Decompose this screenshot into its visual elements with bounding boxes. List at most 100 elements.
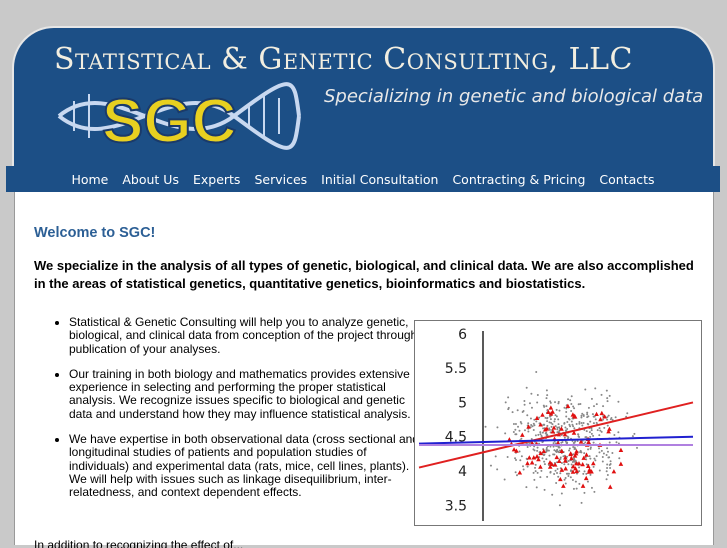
y-tick-label: 5 <box>458 395 467 411</box>
data-point <box>504 432 506 434</box>
data-point-highlight <box>563 466 568 470</box>
data-point <box>583 415 585 417</box>
data-point <box>580 451 582 453</box>
data-point <box>581 502 583 504</box>
data-point <box>589 474 591 476</box>
data-point <box>589 421 591 423</box>
data-point <box>512 411 514 413</box>
data-point <box>553 420 555 422</box>
nav-initial-consultation[interactable]: Initial Consultation <box>314 172 445 187</box>
data-point <box>606 464 608 466</box>
data-point <box>606 416 608 418</box>
data-point <box>558 446 560 448</box>
data-point <box>536 450 538 452</box>
data-point <box>603 453 605 455</box>
data-point <box>526 387 528 389</box>
data-point <box>534 449 536 451</box>
data-point <box>540 433 542 435</box>
data-point <box>581 424 583 426</box>
data-point <box>535 420 537 422</box>
data-point <box>610 418 612 420</box>
data-point <box>569 399 571 401</box>
data-point <box>556 449 558 451</box>
data-point <box>573 407 575 409</box>
data-point <box>546 397 548 399</box>
data-point <box>607 400 609 402</box>
data-point-highlight <box>591 461 596 465</box>
data-point <box>636 447 638 449</box>
nav-experts[interactable]: Experts <box>186 172 247 187</box>
data-point <box>559 504 561 506</box>
data-point <box>515 423 517 425</box>
data-point <box>594 387 596 389</box>
data-point-highlight <box>530 460 535 464</box>
sgc-logo[interactable]: SGC <box>54 76 304 160</box>
data-point <box>589 436 591 438</box>
data-point <box>610 463 612 465</box>
data-point <box>566 428 568 430</box>
data-point <box>575 481 577 483</box>
data-point <box>583 492 585 494</box>
data-point <box>585 473 587 475</box>
data-point <box>596 403 598 405</box>
data-point <box>555 470 557 472</box>
data-point <box>599 430 601 432</box>
data-point <box>578 403 580 405</box>
data-point <box>570 410 572 412</box>
site-title: Statistical & Genetic Consulting, LLC <box>54 42 633 77</box>
data-point <box>537 447 539 449</box>
nav-services[interactable]: Services <box>247 172 314 187</box>
data-point <box>514 429 516 431</box>
data-point <box>587 415 589 417</box>
data-point <box>578 466 580 468</box>
data-point <box>505 401 507 403</box>
intro-paragraph: We specialize in the analysis of all typ… <box>34 257 706 293</box>
data-point <box>602 461 604 463</box>
nav-contacts[interactable]: Contacts <box>592 172 661 187</box>
data-point <box>591 433 593 435</box>
data-point-highlight <box>525 461 530 465</box>
data-point <box>539 476 541 478</box>
data-point <box>564 437 566 439</box>
list-item: Our training in both biology and mathema… <box>69 368 419 421</box>
data-point <box>558 401 560 403</box>
data-point <box>592 435 594 437</box>
data-point <box>580 415 582 417</box>
data-point <box>530 393 532 395</box>
data-point <box>573 442 575 444</box>
data-point-highlight <box>554 455 559 459</box>
data-point <box>593 491 595 493</box>
data-point <box>565 477 567 479</box>
data-point <box>555 425 557 427</box>
data-point <box>527 422 529 424</box>
data-point <box>593 442 595 444</box>
data-point <box>578 421 580 423</box>
data-point <box>527 446 529 448</box>
data-point <box>546 425 548 427</box>
data-point <box>531 407 533 409</box>
data-point <box>549 421 551 423</box>
data-point <box>599 470 601 472</box>
data-point <box>579 403 581 405</box>
nav-home[interactable]: Home <box>64 172 115 187</box>
data-point <box>519 450 521 452</box>
data-point <box>522 465 524 467</box>
nav-contracting-pricing[interactable]: Contracting & Pricing <box>445 172 592 187</box>
data-point <box>540 470 542 472</box>
data-point <box>576 488 578 490</box>
data-point <box>556 409 558 411</box>
data-point <box>590 446 592 448</box>
data-point <box>520 438 522 440</box>
data-point <box>557 468 559 470</box>
data-point <box>584 470 586 472</box>
data-point <box>534 467 536 469</box>
data-point <box>606 478 608 480</box>
data-point <box>542 427 544 429</box>
data-point <box>551 426 553 428</box>
data-point <box>565 411 567 413</box>
nav-about-us[interactable]: About Us <box>115 172 186 187</box>
data-point <box>490 465 492 467</box>
data-point <box>606 470 608 472</box>
data-point-highlight <box>612 469 617 473</box>
data-point <box>537 434 539 436</box>
